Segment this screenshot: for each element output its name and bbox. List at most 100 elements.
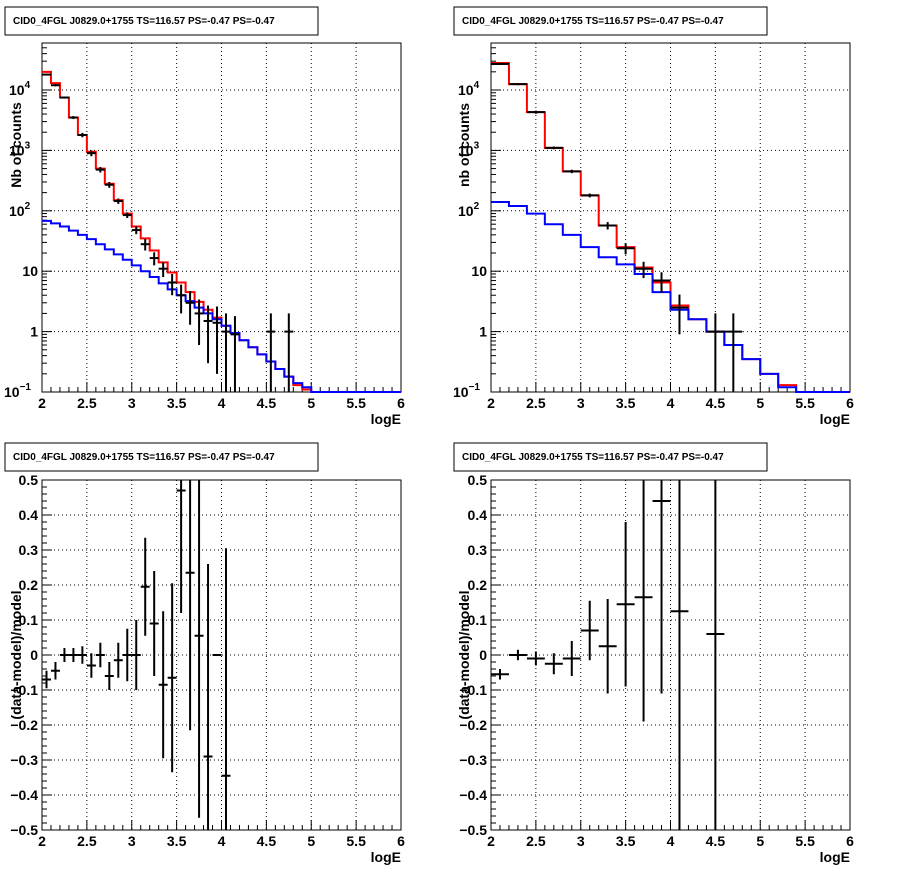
data-points (42, 73, 294, 392)
y-tick-label: −0.5 (10, 822, 38, 838)
x-tick-label: 5.5 (795, 833, 815, 849)
x-tick-label: 4 (667, 833, 675, 849)
x-tick-label: 4.5 (706, 395, 726, 411)
x-tick-label: 4.5 (257, 395, 277, 411)
data-point (562, 169, 581, 174)
y-tick-label: 0.4 (468, 507, 488, 523)
x-tick-label: 3.5 (167, 395, 187, 411)
data-point (140, 239, 150, 251)
chart-title-box: CID0_4FGL J0829.0+1755 TS=116.57 PS=-0.4… (4, 6, 319, 36)
y-tick-label: −0.5 (459, 822, 487, 838)
x-axis-ticks (41, 382, 402, 392)
x-axis-label: logE (371, 849, 401, 865)
title-box-frame (4, 6, 319, 36)
data-point (167, 583, 177, 773)
x-tick-label: 3.5 (616, 833, 636, 849)
title-box-frame (453, 6, 768, 36)
x-tick-label: 2 (38, 395, 46, 411)
y-axis-ticks (491, 479, 501, 831)
chart-panel-2: CID0_4FGL J0829.0+1755 TS=116.57 PS=-0.4… (453, 6, 854, 427)
data-point (104, 181, 114, 188)
y-tick-label: 0 (30, 647, 38, 663)
y-tick-label: 0 (479, 647, 487, 663)
data-point (158, 262, 168, 278)
x-tick-label: 3.5 (616, 395, 636, 411)
data-point (77, 646, 87, 664)
y-axis-ticks (42, 42, 52, 393)
x-tick-label: 2.5 (77, 833, 97, 849)
x-axis-label: logE (371, 411, 401, 427)
y-tick-label: 0.3 (19, 542, 39, 558)
y-tick-label: −0.1 (10, 682, 38, 698)
x-axis-ticks (490, 382, 851, 392)
data-point (77, 132, 87, 138)
y-tick-label: −0.2 (10, 717, 38, 733)
x-tick-label: 6 (397, 395, 405, 411)
chart-title-box: CID0_4FGL J0829.0+1755 TS=116.57 PS=-0.4… (4, 442, 319, 472)
data-point (221, 548, 231, 830)
y-tick-label: 10 (22, 263, 38, 279)
data-point (562, 641, 581, 676)
data-points (491, 480, 725, 830)
chart-title: CID0_4FGL J0829.0+1755 TS=116.57 PS=-0.4… (462, 452, 724, 463)
data-point (185, 291, 195, 325)
data-point (149, 252, 159, 266)
data-point (652, 272, 671, 293)
y-tick-label: 0.5 (468, 472, 488, 488)
x-axis-label: logE (820, 849, 850, 865)
x-tick-label: 2.5 (526, 395, 546, 411)
x-tick-label: 5 (307, 833, 315, 849)
data-point (724, 313, 743, 392)
data-point (185, 480, 195, 731)
data-point (491, 62, 509, 65)
data-points (42, 480, 231, 830)
data-point (86, 150, 96, 157)
x-tick-label: 4 (218, 395, 226, 411)
chart-title: CID0_4FGL J0829.0+1755 TS=116.57 PS=-0.4… (13, 452, 275, 463)
x-tick-label: 4 (218, 833, 226, 849)
y-tick-label: 102 (9, 201, 31, 219)
data-point (598, 599, 617, 694)
x-tick-label: 6 (846, 833, 854, 849)
data-point (176, 480, 186, 613)
y-tick-label: −0.3 (10, 752, 38, 768)
data-point (140, 537, 150, 636)
data-point (598, 222, 617, 230)
data-point (634, 261, 653, 279)
data-point (580, 193, 599, 198)
x-tick-label: 4.5 (706, 833, 726, 849)
y-tick-label: 1 (30, 324, 38, 340)
x-tick-label: 5.5 (346, 833, 366, 849)
chart-title: CID0_4FGL J0829.0+1755 TS=116.57 PS=-0.4… (13, 16, 275, 27)
title-box-frame (453, 442, 768, 472)
y-tick-label: 103 (458, 140, 480, 158)
data-point (59, 96, 69, 99)
y-axis-label: Nb of counts (8, 102, 24, 188)
y-tick-label: 0.1 (19, 612, 39, 628)
data-point (491, 669, 509, 680)
x-axis-ticks (41, 820, 402, 830)
y-tick-label: 10−1 (4, 382, 31, 400)
data-point (95, 167, 105, 173)
x-tick-label: 2.5 (77, 395, 97, 411)
data-point (580, 600, 599, 661)
y-tick-label: −0.3 (459, 752, 487, 768)
x-tick-label: 5 (307, 395, 315, 411)
data-point (526, 110, 545, 114)
y-tick-label: 104 (458, 80, 480, 98)
x-axis-ticks (490, 820, 851, 830)
y-axis-label: nb of counts (456, 103, 472, 187)
data-point (230, 316, 240, 392)
data-points (491, 62, 743, 392)
y-tick-label: −0.4 (10, 787, 38, 803)
x-tick-label: 5.5 (346, 395, 366, 411)
x-tick-label: 4 (667, 395, 675, 411)
data-point (508, 649, 527, 661)
x-tick-label: 5.5 (795, 395, 815, 411)
x-tick-label: 3 (577, 395, 585, 411)
x-tick-label: 3 (577, 833, 585, 849)
y-tick-label: 0.2 (19, 577, 39, 593)
data-point (616, 522, 635, 687)
y-axis-ticks (491, 42, 501, 393)
